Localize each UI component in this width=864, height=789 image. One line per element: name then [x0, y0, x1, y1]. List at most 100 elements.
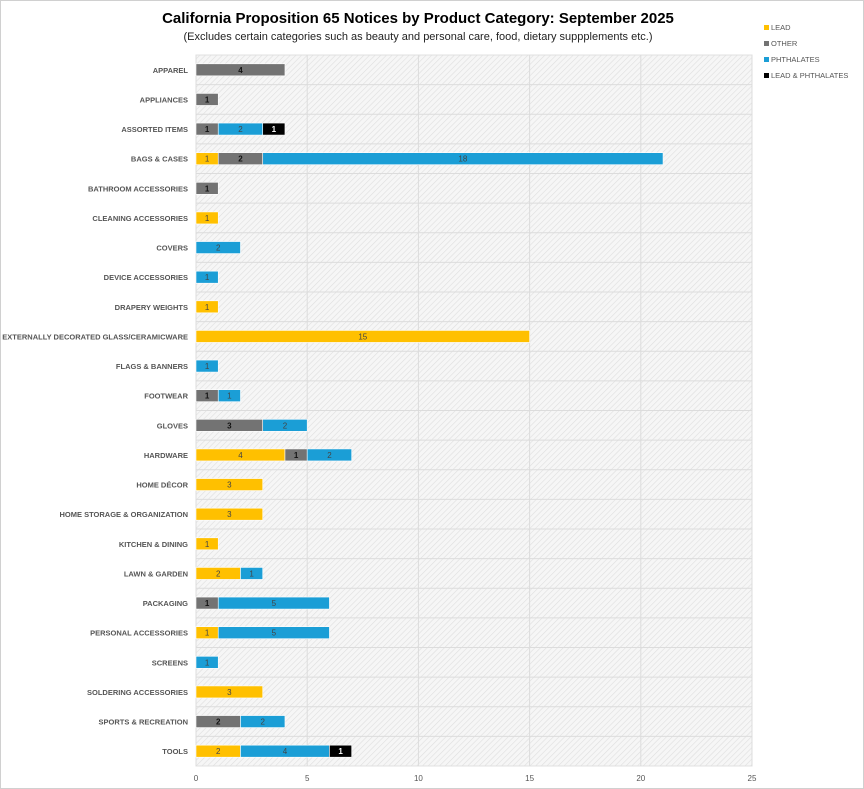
- data-label: 3: [227, 510, 232, 519]
- bar-segment-phthalates: [195, 270, 219, 284]
- bar-segment-lead: [195, 330, 530, 343]
- data-label: 2: [260, 718, 265, 727]
- category-label: APPAREL: [153, 66, 189, 75]
- category-label: CLEANING ACCESSORIES: [92, 214, 188, 223]
- legend-entry: LEAD: [771, 23, 791, 32]
- data-label: 1: [205, 599, 210, 608]
- category-label: PERSONAL ACCESSORIES: [90, 629, 188, 638]
- data-label: 3: [227, 421, 232, 430]
- category-label: EXTERNALLY DECORATED GLASS/CERAMICWARE: [2, 332, 188, 341]
- bar-segment-phthalates: [240, 715, 286, 728]
- data-label: 4: [238, 451, 243, 460]
- category-label: FOOTWEAR: [144, 392, 188, 401]
- data-label: 1: [205, 125, 210, 134]
- data-label: 1: [205, 184, 210, 193]
- category-label: GLOVES: [157, 421, 188, 430]
- category-label: APPLIANCES: [140, 95, 188, 104]
- legend-swatch: [764, 57, 769, 62]
- bar-segment-lead: [195, 537, 219, 551]
- data-label: 2: [283, 421, 288, 430]
- data-label: 2: [327, 451, 332, 460]
- bar-segment-phthalates: [262, 152, 664, 165]
- bar-segment-lead: [195, 507, 264, 521]
- bar-segment-phthalates: [217, 626, 330, 639]
- data-label: 3: [227, 481, 232, 490]
- category-label: COVERS: [156, 244, 188, 253]
- x-tick-label: 20: [636, 774, 645, 783]
- x-tick-label: 0: [194, 774, 199, 783]
- bar-segment-phthalates: [195, 656, 219, 669]
- data-label: 1: [294, 451, 299, 460]
- bar-segment-phthalates: [240, 567, 264, 580]
- data-label: 2: [238, 155, 243, 164]
- category-label: LAWN & GARDEN: [124, 569, 188, 578]
- data-label: 4: [238, 66, 243, 75]
- data-label: 2: [216, 244, 221, 253]
- data-label: 1: [205, 629, 210, 638]
- bar-segment-phthalates: [195, 359, 219, 373]
- data-label: 2: [216, 718, 221, 727]
- data-label: 2: [238, 125, 243, 134]
- data-label: 5: [272, 629, 277, 638]
- chart-subtitle: (Excludes certain categories such as bea…: [184, 31, 653, 43]
- bar-segment-lead: [195, 685, 264, 699]
- category-labels: APPAREL APPLIANCES ASSORTED ITEMS BAGS & CA…: [2, 66, 188, 756]
- bar-segment-phthalates: [195, 241, 241, 254]
- x-tick-label: 25: [748, 774, 757, 783]
- bar-segment-phthalates: [262, 419, 308, 432]
- bar-segment-lead: [195, 300, 219, 314]
- x-tick-label: 15: [525, 774, 534, 783]
- legend-swatch: [764, 73, 769, 78]
- category-label: PACKAGING: [143, 599, 188, 608]
- data-label: 2: [216, 747, 221, 756]
- data-label: 18: [458, 155, 467, 164]
- legend: LEAD OTHER PHTHALATES LEAD & PHTHALATES: [764, 23, 848, 80]
- data-label: 1: [205, 392, 210, 401]
- data-label: 1: [205, 214, 210, 223]
- legend-swatch: [764, 41, 769, 46]
- data-label: 1: [205, 362, 210, 371]
- data-label: 1: [205, 273, 210, 282]
- category-label: SOLDERING ACCESSORIES: [87, 688, 188, 697]
- category-label: SPORTS & RECREATION: [99, 718, 188, 727]
- bar-segment-lead: [195, 211, 219, 225]
- x-tick-label: 10: [414, 774, 423, 783]
- data-label: 1: [205, 540, 210, 549]
- category-label: KITCHEN & DINING: [119, 540, 188, 549]
- category-label: BATHROOM ACCESSORIES: [88, 184, 188, 193]
- category-label: FLAGS & BANNERS: [116, 362, 188, 371]
- category-label: HARDWARE: [144, 451, 188, 460]
- data-label: 1: [205, 155, 210, 164]
- data-label: 1: [272, 125, 277, 134]
- x-tick-label: 5: [305, 774, 310, 783]
- data-label: 1: [205, 303, 210, 312]
- data-label: 4: [283, 747, 288, 756]
- bar-segment-other: [195, 182, 219, 195]
- data-label: 1: [227, 392, 232, 401]
- data-label: 2: [216, 569, 221, 578]
- category-label: ASSORTED ITEMS: [121, 125, 188, 134]
- bar-segment-phthalates: [306, 448, 352, 462]
- legend-entry: LEAD & PHTHALATES: [771, 71, 848, 80]
- data-label: 1: [249, 569, 254, 578]
- chart-title: California Proposition 65 Notices by Pro…: [162, 10, 674, 27]
- gridlines: [195, 55, 753, 766]
- bar-segment-phthalates: [217, 389, 241, 402]
- category-label: HOME DÉCOR: [136, 481, 188, 490]
- category-label: BAGS & CASES: [131, 155, 188, 164]
- category-label: DEVICE ACCESSORIES: [104, 273, 188, 282]
- legend-entry: OTHER: [771, 39, 798, 48]
- legend-entry: PHTHALATES: [771, 55, 820, 64]
- bar-segment-other: [195, 63, 286, 77]
- bar-segment-phthalates: [217, 596, 330, 610]
- data-label: 1: [205, 658, 210, 667]
- legend-swatch: [764, 25, 769, 30]
- data-label: 15: [358, 332, 367, 341]
- category-label: SCREENS: [152, 658, 188, 667]
- category-label: HOME STORAGE & ORGANIZATION: [60, 510, 188, 519]
- bar-segment-other: [195, 93, 219, 106]
- bar-segment-lead-phthalates: [262, 122, 286, 136]
- data-label: 5: [272, 599, 277, 608]
